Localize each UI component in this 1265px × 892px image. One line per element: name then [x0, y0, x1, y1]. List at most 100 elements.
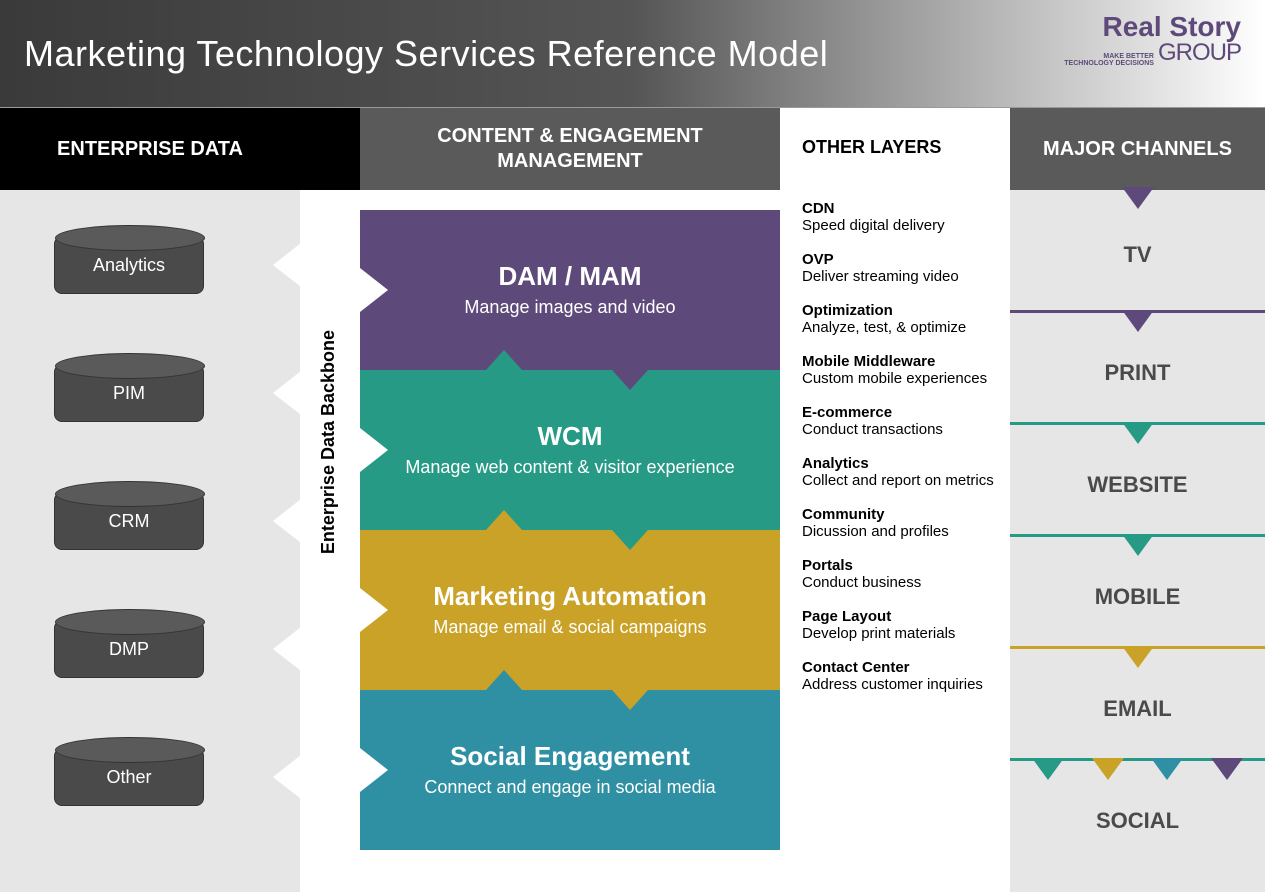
channel-arrow-icon [1122, 422, 1154, 444]
other-layer-desc: Collect and report on metrics [802, 472, 994, 490]
content-block-desc: Manage email & social campaigns [433, 616, 706, 639]
logo-top: Real Story [1103, 11, 1242, 42]
content-block: WCM Manage web content & visitor experien… [360, 370, 780, 530]
col-header-content-mgmt: CONTENT & ENGAGEMENT MANAGEMENT [360, 108, 780, 190]
other-layer-item: Contact CenterAddress customer inquiries [802, 659, 994, 694]
other-layers-column: CDNSpeed digital delivery OVPDeliver stre… [780, 190, 1010, 892]
backbone-label: Enterprise Data Backbone [318, 330, 339, 554]
data-cylinder: CRM [54, 492, 204, 550]
other-layer-item: Page LayoutDevelop print materials [802, 608, 994, 643]
content-block-title: Marketing Automation [433, 581, 706, 612]
other-layer-desc: Deliver streaming video [802, 268, 994, 286]
data-cylinder: Analytics [54, 236, 204, 294]
other-layer-item: Mobile MiddlewareCustom mobile experienc… [802, 353, 994, 388]
other-layer-item: AnalyticsCollect and report on metrics [802, 455, 994, 490]
content-block-desc: Manage images and video [464, 296, 675, 319]
other-layer-title: Analytics [802, 455, 994, 472]
other-layer-desc: Conduct transactions [802, 421, 994, 439]
channel-label: PRINT [1105, 360, 1171, 386]
channel-label: WEBSITE [1087, 472, 1187, 498]
channel-row: PRINT [1010, 310, 1265, 422]
data-cylinder: PIM [54, 364, 204, 422]
other-layer-desc: Address customer inquiries [802, 676, 994, 694]
other-layer-desc: Analyze, test, & optimize [802, 319, 994, 337]
channel-label: MOBILE [1095, 584, 1181, 610]
flow-arrow-in [360, 428, 388, 472]
enterprise-data-column: Analytics PIM CRM DMP Other [0, 190, 300, 892]
other-layer-item: CommunityDicussion and profiles [802, 506, 994, 541]
content-blocks-list: DAM / MAM Manage images and video WCM Manag… [360, 210, 780, 850]
other-layer-desc: Dicussion and profiles [802, 523, 994, 541]
flow-notch [273, 371, 301, 415]
other-layer-item: OptimizationAnalyze, test, & optimize [802, 302, 994, 337]
other-layer-title: Community [802, 506, 994, 523]
column-headers-row: ENTERPRISE DATA CONTENT & ENGAGEMENT MAN… [0, 108, 1265, 190]
content-block: DAM / MAM Manage images and video [360, 210, 780, 370]
channel-row: MOBILE [1010, 534, 1265, 646]
col-header-other-layers: OTHER LAYERS [780, 108, 1010, 190]
other-layer-desc: Custom mobile experiences [802, 370, 994, 388]
flow-arrow-up [486, 350, 522, 370]
cylinder-list: Analytics PIM CRM DMP Other [0, 190, 300, 806]
other-layer-title: E-commerce [802, 404, 994, 421]
content-block-desc: Connect and engage in social media [424, 776, 715, 799]
flow-arrow-up [486, 510, 522, 530]
flow-arrow-down [612, 530, 648, 550]
channel-arrow-icon [1122, 187, 1154, 209]
other-layer-item: PortalsConduct business [802, 557, 994, 592]
flow-arrow-up [486, 670, 522, 690]
flow-notch [273, 243, 301, 287]
page-header: Marketing Technology Services Reference … [0, 0, 1265, 108]
flow-arrow-down [612, 370, 648, 390]
cylinder-label: DMP [54, 620, 204, 678]
channel-arrow-icon [1151, 758, 1183, 780]
content-block: Marketing Automation Manage email & socia… [360, 530, 780, 690]
channel-label: TV [1123, 242, 1151, 268]
content-mgmt-column: DAM / MAM Manage images and video WCM Manag… [360, 190, 780, 892]
col-header-spacer [300, 108, 360, 190]
other-layers-title: OTHER LAYERS [802, 136, 941, 159]
channel-row: TV [1010, 190, 1265, 310]
channel-arrow-icon [1122, 310, 1154, 332]
other-layer-title: Page Layout [802, 608, 994, 625]
content-block-title: WCM [538, 421, 603, 452]
other-layer-title: CDN [802, 200, 994, 217]
other-layer-title: Mobile Middleware [802, 353, 994, 370]
content-block-title: Social Engagement [450, 741, 690, 772]
logo-tagline-1: MAKE BETTER [1064, 53, 1154, 60]
other-layer-title: Contact Center [802, 659, 994, 676]
cylinder-label: Other [54, 748, 204, 806]
channel-arrow-icon [1211, 758, 1243, 780]
other-layer-desc: Conduct business [802, 574, 994, 592]
other-layer-title: Optimization [802, 302, 994, 319]
other-layer-desc: Develop print materials [802, 625, 994, 643]
flow-notch [273, 755, 301, 799]
channel-label: EMAIL [1103, 696, 1171, 722]
col-header-enterprise-data: ENTERPRISE DATA [0, 108, 300, 190]
content-block-title: DAM / MAM [499, 261, 642, 292]
flow-arrow-in [360, 748, 388, 792]
content-block-desc: Manage web content & visitor experience [405, 456, 734, 479]
channel-row: WEBSITE [1010, 422, 1265, 534]
channel-row: SOCIAL [1010, 758, 1265, 870]
logo-tagline-2: TECHNOLOGY DECISIONS [1064, 60, 1154, 67]
other-layer-title: OVP [802, 251, 994, 268]
other-layer-item: CDNSpeed digital delivery [802, 200, 994, 235]
flow-notch [273, 627, 301, 671]
col-header-channels: MAJOR CHANNELS [1010, 108, 1265, 190]
flow-notch [273, 499, 301, 543]
other-layer-item: E-commerceConduct transactions [802, 404, 994, 439]
channel-arrow-icon [1032, 758, 1064, 780]
other-layer-desc: Speed digital delivery [802, 217, 994, 235]
flow-arrow-in [360, 268, 388, 312]
other-layer-title: Portals [802, 557, 994, 574]
channels-list: TV PRINT WEBSITE MOBILE EMAIL SOCIAL [1010, 190, 1265, 870]
channel-row: EMAIL [1010, 646, 1265, 758]
channels-column: TV PRINT WEBSITE MOBILE EMAIL SOCIAL [1010, 190, 1265, 892]
channel-label: SOCIAL [1096, 808, 1179, 834]
data-cylinder: Other [54, 748, 204, 806]
data-cylinder: DMP [54, 620, 204, 678]
content-block: Social Engagement Connect and engage in s… [360, 690, 780, 850]
diagram-body: Analytics PIM CRM DMP Other Enterprise Data … [0, 190, 1265, 892]
brand-logo: Real Story MAKE BETTER TECHNOLOGY DECISI… [1064, 14, 1241, 67]
